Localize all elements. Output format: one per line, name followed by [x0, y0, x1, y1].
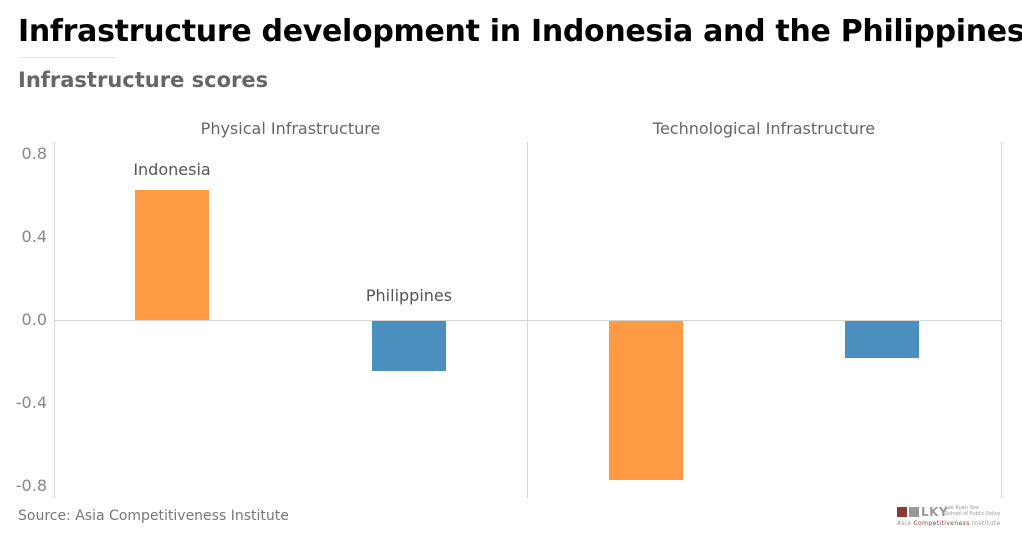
- logo-square-grey-icon: [909, 507, 919, 517]
- y-tick-label: -0.8: [15, 475, 47, 495]
- logo-institute-name: Asia Competitiveness Institute: [897, 520, 1001, 527]
- bar-label-indonesia: Indonesia: [133, 159, 211, 179]
- logo-institute-accent: Competitiveness: [913, 520, 970, 527]
- bar-indonesia[interactable]: [135, 189, 209, 320]
- chart-subtitle: Infrastructure scores: [18, 68, 269, 92]
- y-tick-label: 0.4: [21, 227, 47, 247]
- logo-mark: LKY: [921, 505, 949, 519]
- panel-title: Physical Infrastructure: [200, 119, 381, 138]
- title-underline: [19, 57, 115, 58]
- y-tick-label: 0.8: [21, 144, 47, 164]
- lky-aci-logo: LKY Lee Kuan Yew School of Public Policy…: [897, 505, 1017, 531]
- logo-school-line1: Lee Kuan Yew: [945, 505, 980, 511]
- bar-indonesia[interactable]: [609, 321, 683, 481]
- y-tick-label: 0.0: [21, 310, 47, 329]
- logo-square-red-icon: [897, 507, 907, 517]
- logo-school-line2: School of Public Policy: [945, 511, 1001, 517]
- bar-label-philippines: Philippines: [365, 286, 453, 305]
- logo-institute-prefix: Asia: [897, 520, 914, 527]
- zero-baseline: [54, 320, 1001, 321]
- bar-philippines[interactable]: [372, 321, 446, 371]
- chart-title: Infrastructure development in Indonesia …: [18, 14, 1022, 49]
- source-note: Source: Asia Competitiveness Institute: [18, 508, 289, 524]
- panel-title: Technological Infrastructure: [652, 119, 876, 138]
- bar-philippines[interactable]: [845, 321, 919, 359]
- axis-divider-line: [1001, 142, 1002, 498]
- y-tick-label: -0.4: [15, 392, 47, 412]
- logo-school-name: Lee Kuan Yew School of Public Policy: [945, 505, 1015, 517]
- logo-institute-suffix: Institute: [969, 520, 1001, 527]
